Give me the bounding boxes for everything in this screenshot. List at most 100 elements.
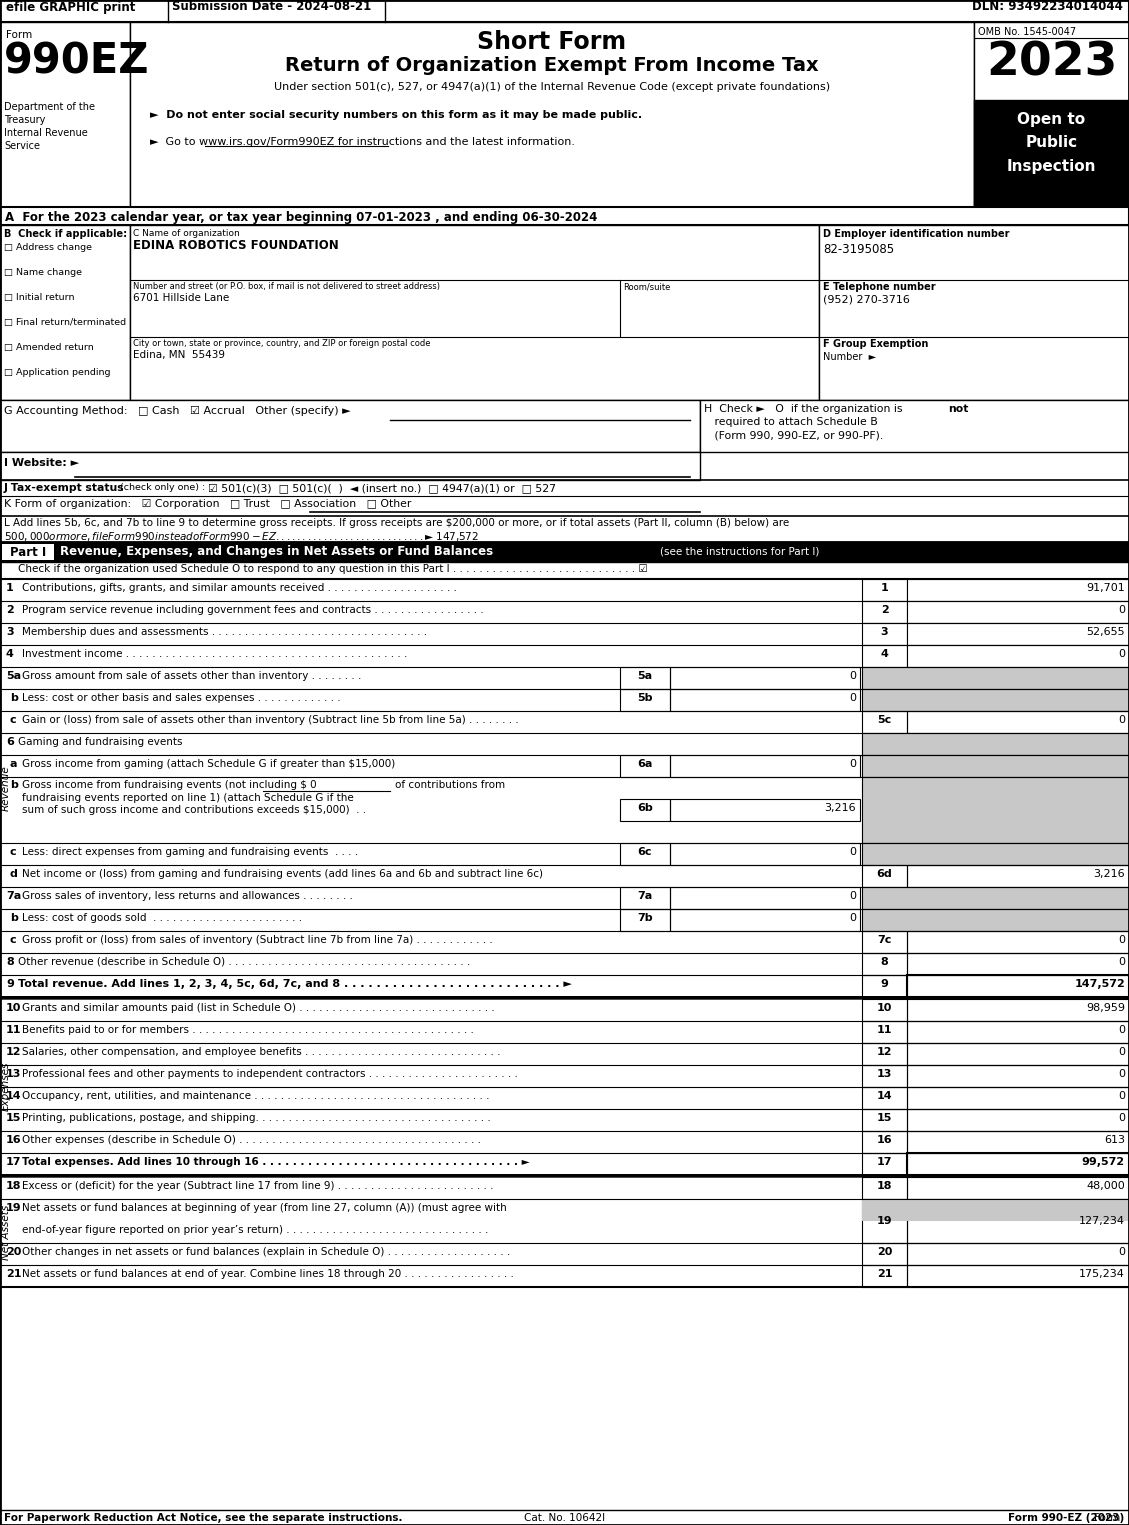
Text: 8: 8 — [881, 958, 889, 967]
Text: For Paperwork Reduction Act Notice, see the separate instructions.: For Paperwork Reduction Act Notice, see … — [5, 1513, 403, 1523]
Text: 7a: 7a — [638, 891, 653, 901]
Text: 7b: 7b — [637, 913, 653, 923]
Text: Revenue: Revenue — [1, 766, 11, 811]
Text: sum of such gross income and contributions exceeds $15,000)  . .: sum of such gross income and contributio… — [21, 805, 366, 814]
Text: 5b: 5b — [637, 692, 653, 703]
Text: C Name of organization: C Name of organization — [133, 229, 239, 238]
Text: 0: 0 — [1118, 1025, 1124, 1035]
Text: 0: 0 — [1118, 1090, 1124, 1101]
Bar — [907, 601, 1129, 624]
Text: Total revenue. Add lines 1, 2, 3, 4, 5c, 6d, 7c, and 8 . . . . . . . . . . . . .: Total revenue. Add lines 1, 2, 3, 4, 5c,… — [18, 979, 572, 990]
Bar — [0, 451, 700, 480]
Bar — [863, 1087, 907, 1109]
Bar — [0, 400, 700, 451]
Text: 6701 Hillside Lane: 6701 Hillside Lane — [133, 293, 229, 303]
Text: Short Form: Short Form — [478, 30, 627, 53]
Text: 5c: 5c — [877, 715, 892, 724]
Text: 21: 21 — [6, 1269, 21, 1279]
Bar — [2, 544, 54, 560]
Text: □ Name change: □ Name change — [5, 268, 82, 278]
Text: 16: 16 — [6, 1135, 21, 1145]
Text: Service: Service — [5, 140, 40, 151]
Text: 16: 16 — [877, 1135, 892, 1145]
Text: Membership dues and assessments . . . . . . . . . . . . . . . . . . . . . . . . : Membership dues and assessments . . . . … — [21, 627, 427, 637]
Text: 82-3195085: 82-3195085 — [823, 242, 894, 256]
Text: H  Check ►   O  if the organization is: H Check ► O if the organization is — [704, 404, 905, 413]
Bar — [863, 930, 907, 953]
Text: 12: 12 — [877, 1048, 892, 1057]
Bar — [863, 624, 907, 645]
Text: 99,572: 99,572 — [1082, 1157, 1124, 1167]
Bar — [907, 1109, 1129, 1132]
Bar — [907, 999, 1129, 1022]
Text: Part I: Part I — [10, 546, 46, 560]
Text: 0: 0 — [1118, 1113, 1124, 1122]
Text: Gaming and fundraising events: Gaming and fundraising events — [18, 737, 183, 747]
Bar — [863, 1177, 907, 1199]
Bar — [863, 1199, 1129, 1222]
Text: 0: 0 — [849, 913, 856, 923]
Text: 6d: 6d — [876, 869, 892, 878]
Text: efile GRAPHIC print: efile GRAPHIC print — [6, 0, 135, 14]
Text: (952) 270-3716: (952) 270-3716 — [823, 294, 910, 305]
Text: c: c — [10, 715, 17, 724]
Bar — [620, 689, 669, 711]
Text: 147,572: 147,572 — [1075, 979, 1124, 990]
Text: 2: 2 — [881, 605, 889, 615]
Text: 5a: 5a — [6, 671, 21, 682]
Text: D Employer identification number: D Employer identification number — [823, 229, 1009, 239]
Text: 11: 11 — [6, 1025, 21, 1035]
Text: 4: 4 — [6, 650, 14, 659]
Text: 6a: 6a — [637, 759, 653, 769]
Text: 20: 20 — [6, 1247, 21, 1257]
Text: Gross sales of inventory, less returns and allowances . . . . . . . .: Gross sales of inventory, less returns a… — [21, 891, 353, 901]
Text: 9: 9 — [6, 979, 14, 990]
Text: 20: 20 — [877, 1247, 892, 1257]
Text: b: b — [10, 913, 18, 923]
Text: 1: 1 — [6, 583, 14, 593]
Text: Open to
Public
Inspection: Open to Public Inspection — [1007, 111, 1096, 174]
Text: Room/suite: Room/suite — [623, 282, 671, 291]
Bar — [907, 1043, 1129, 1064]
Text: 91,701: 91,701 — [1086, 583, 1124, 593]
Text: Check if the organization used Schedule O to respond to any question in this Par: Check if the organization used Schedule … — [18, 564, 648, 573]
Text: 48,000: 48,000 — [1086, 1180, 1124, 1191]
Text: Under section 501(c), 527, or 4947(a)(1) of the Internal Revenue Code (except pr: Under section 501(c), 527, or 4947(a)(1)… — [274, 82, 830, 91]
Text: Expenses: Expenses — [1, 1061, 11, 1110]
Text: c: c — [10, 935, 17, 945]
Bar — [0, 207, 1129, 226]
Bar — [863, 666, 1129, 689]
Bar — [620, 666, 669, 689]
Text: 10: 10 — [877, 1003, 892, 1013]
Bar — [0, 1174, 1129, 1177]
Text: 17: 17 — [6, 1157, 21, 1167]
Bar — [907, 624, 1129, 645]
Bar — [863, 1043, 907, 1064]
Text: □ Address change: □ Address change — [5, 242, 91, 252]
Text: B  Check if applicable:: B Check if applicable: — [5, 229, 128, 239]
Text: 3,216: 3,216 — [1093, 869, 1124, 878]
Text: 19: 19 — [6, 1203, 21, 1212]
Bar — [819, 226, 1129, 400]
Text: I Website: ►: I Website: ► — [5, 458, 79, 468]
Bar — [907, 1199, 1129, 1243]
Bar — [669, 799, 860, 820]
Text: 127,234: 127,234 — [1079, 1215, 1124, 1226]
Text: Other changes in net assets or fund balances (explain in Schedule O) . . . . . .: Other changes in net assets or fund bala… — [21, 1247, 510, 1257]
Text: 8: 8 — [6, 958, 14, 967]
Text: L Add lines 5b, 6c, and 7b to line 9 to determine gross receipts. If gross recei: L Add lines 5b, 6c, and 7b to line 9 to … — [5, 518, 789, 528]
Bar — [863, 999, 907, 1022]
Bar — [863, 888, 1129, 909]
Text: 175,234: 175,234 — [1079, 1269, 1124, 1279]
Text: Treasury: Treasury — [5, 114, 45, 125]
Text: (check only one) :: (check only one) : — [120, 483, 205, 493]
Text: 1: 1 — [881, 583, 889, 593]
Text: 0: 0 — [1118, 1048, 1124, 1057]
Text: Net assets or fund balances at end of year. Combine lines 18 through 20 . . . . : Net assets or fund balances at end of ye… — [21, 1269, 514, 1279]
Text: b: b — [10, 692, 18, 703]
Text: Number  ►: Number ► — [823, 352, 876, 361]
Text: b: b — [10, 779, 18, 790]
Bar — [669, 843, 860, 865]
Text: 9: 9 — [881, 979, 889, 990]
Text: Gross income from gaming (attach Schedule G if greater than $15,000): Gross income from gaming (attach Schedul… — [21, 759, 395, 769]
